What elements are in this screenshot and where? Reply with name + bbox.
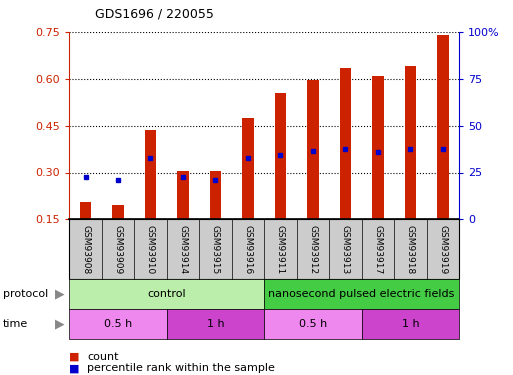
Text: GSM93910: GSM93910: [146, 225, 155, 274]
Text: nanosecond pulsed electric fields: nanosecond pulsed electric fields: [268, 290, 455, 299]
Text: protocol: protocol: [3, 290, 48, 299]
Bar: [177, 171, 189, 219]
Text: ▶: ▶: [54, 288, 64, 301]
Text: GSM93919: GSM93919: [439, 225, 447, 274]
Text: 1 h: 1 h: [207, 320, 224, 329]
Text: GSM93915: GSM93915: [211, 225, 220, 274]
Bar: [112, 206, 124, 219]
Text: percentile rank within the sample: percentile rank within the sample: [87, 363, 275, 373]
Bar: [145, 130, 156, 219]
Text: GDS1696 / 220055: GDS1696 / 220055: [95, 8, 214, 21]
Text: time: time: [3, 320, 28, 329]
Text: GSM93909: GSM93909: [113, 225, 123, 274]
Bar: [210, 171, 221, 219]
Text: control: control: [147, 290, 186, 299]
Text: 0.5 h: 0.5 h: [299, 320, 327, 329]
Text: ■: ■: [69, 363, 80, 373]
Text: GSM93918: GSM93918: [406, 225, 415, 274]
Text: 1 h: 1 h: [402, 320, 419, 329]
Text: GSM93908: GSM93908: [81, 225, 90, 274]
Bar: [405, 66, 416, 219]
Bar: [242, 118, 253, 219]
Text: ▶: ▶: [54, 318, 64, 331]
Bar: [340, 68, 351, 219]
Text: GSM93914: GSM93914: [179, 225, 187, 274]
Text: GSM93917: GSM93917: [373, 225, 382, 274]
Text: 0.5 h: 0.5 h: [104, 320, 132, 329]
Text: count: count: [87, 352, 119, 362]
Text: GSM93912: GSM93912: [308, 225, 318, 274]
Text: GSM93916: GSM93916: [244, 225, 252, 274]
Bar: [80, 202, 91, 219]
Bar: [275, 93, 286, 219]
Bar: [307, 80, 319, 219]
Bar: [437, 35, 448, 219]
Text: GSM93911: GSM93911: [276, 225, 285, 274]
Text: ■: ■: [69, 352, 80, 362]
Text: GSM93913: GSM93913: [341, 225, 350, 274]
Bar: [372, 76, 384, 219]
